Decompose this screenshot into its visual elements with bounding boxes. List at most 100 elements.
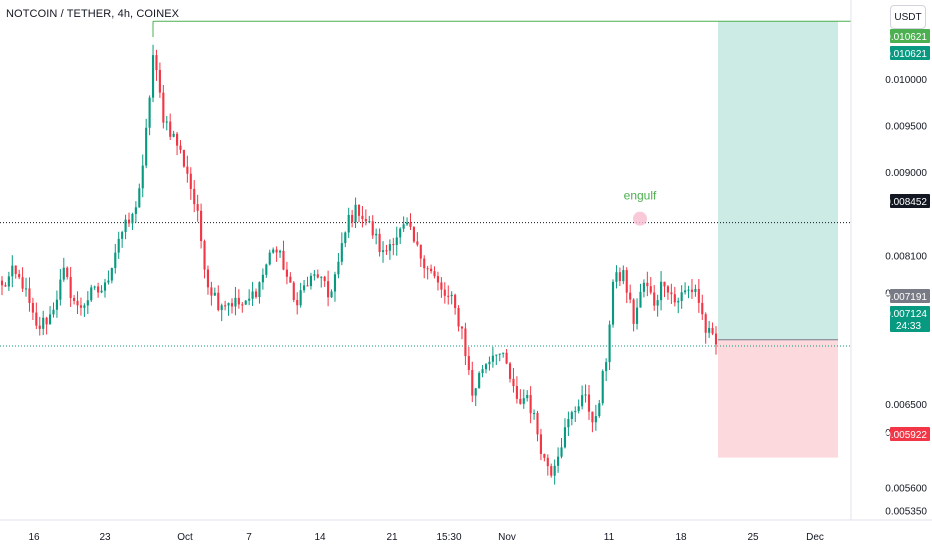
candle-body (117, 238, 120, 253)
candle-body (708, 327, 711, 333)
candle-body (248, 298, 251, 301)
candle-body (694, 288, 697, 292)
candle-body (660, 281, 663, 301)
candle-body (186, 166, 189, 174)
candle-body (66, 267, 69, 278)
candle-body (601, 371, 604, 404)
candle-body (131, 213, 134, 224)
time-axis[interactable]: 16 23 Oct 7 14 21 15:30 Nov 11 18 25 Dec (0, 519, 932, 543)
candle-body (330, 291, 333, 298)
candle-body (254, 291, 258, 298)
candle-body (584, 394, 587, 396)
candle-body (653, 292, 656, 306)
candle-body (498, 353, 501, 355)
candle-body (268, 252, 271, 265)
candle-body (622, 270, 625, 282)
candle-body (162, 92, 165, 123)
x-tick-label: 25 (747, 532, 759, 543)
annotation-marker[interactable] (633, 211, 647, 226)
price-label-box (890, 29, 930, 43)
candle-body (18, 274, 21, 278)
candle-body (151, 55, 155, 98)
candle-body (598, 403, 601, 417)
candle-body (309, 275, 313, 287)
candle-body (488, 361, 491, 365)
candle-body (508, 363, 512, 379)
currency-button[interactable]: USDT (890, 5, 926, 29)
candle-body (14, 265, 17, 275)
x-tick-label: Oct (177, 532, 193, 543)
candle-body (285, 269, 288, 277)
candle-body (505, 352, 508, 364)
candle-body (227, 303, 230, 306)
candle-body (127, 219, 131, 224)
candle-body (454, 294, 457, 309)
candle-body (680, 292, 683, 301)
candle-body (55, 299, 58, 310)
candle-body (430, 268, 433, 272)
candle-body (457, 308, 460, 327)
candle-body (278, 250, 282, 253)
annotation-text[interactable]: engulf (624, 189, 657, 203)
candle-body (635, 307, 639, 324)
candle-body (327, 281, 330, 298)
candle-body (258, 282, 261, 298)
price-label-text: 0.007191 (885, 292, 927, 303)
candle-body (90, 287, 93, 301)
price-label-text: 0.010621 (885, 32, 927, 43)
candle-body (581, 395, 584, 407)
candle-body (563, 427, 567, 448)
candle-body (179, 145, 182, 150)
candle-body (230, 303, 234, 307)
candle-body (316, 274, 319, 278)
candle-body (196, 204, 199, 211)
candle-body (306, 285, 309, 287)
candle-body (522, 398, 525, 404)
candle-body (337, 261, 340, 275)
candle-body (69, 277, 72, 299)
candle-body (670, 292, 673, 295)
position-loss-zone[interactable] (718, 339, 838, 458)
candle-body (460, 326, 464, 329)
candle-body (436, 276, 440, 283)
annotations[interactable]: engulf (624, 189, 657, 226)
candle-body (539, 434, 542, 454)
candle-body (114, 252, 117, 269)
position-profit-zone[interactable] (718, 21, 838, 340)
candle-body (203, 241, 206, 270)
candle-body (299, 290, 302, 306)
candle-body (491, 355, 494, 362)
candle-body (234, 297, 237, 307)
horizontal-lines[interactable] (0, 20, 851, 347)
candle-body (690, 289, 694, 292)
x-tick-label: Nov (498, 532, 516, 543)
candle-body (618, 272, 621, 282)
candle-body (533, 412, 536, 414)
candle-body (701, 302, 704, 315)
candle-body (210, 287, 213, 296)
long-position-tool[interactable] (718, 21, 838, 458)
x-tick-label: Dec (806, 532, 824, 543)
price-label-box (890, 427, 930, 441)
x-tick-label: 16 (28, 532, 40, 543)
candle-body (11, 265, 14, 277)
candle-body (392, 244, 395, 246)
y-tick-label: 0.008100 (885, 251, 927, 262)
candle-body (625, 270, 628, 293)
candle-body (100, 290, 103, 293)
candle-body (577, 406, 580, 412)
candle-body (35, 312, 38, 326)
candle-body (529, 394, 532, 414)
x-tick-label: 11 (604, 532, 615, 543)
chart-title: NOTCOIN / TETHER, 4h, COINEX (6, 8, 180, 20)
candle-body (423, 258, 426, 269)
candle-body (48, 314, 52, 325)
candle-body (388, 244, 391, 251)
candle-body (560, 447, 563, 457)
candle-body (213, 292, 216, 296)
candle-body (512, 378, 515, 387)
candle-body (172, 133, 175, 137)
price-label-text: 0.005922 (885, 430, 927, 441)
candle-body (416, 241, 419, 245)
